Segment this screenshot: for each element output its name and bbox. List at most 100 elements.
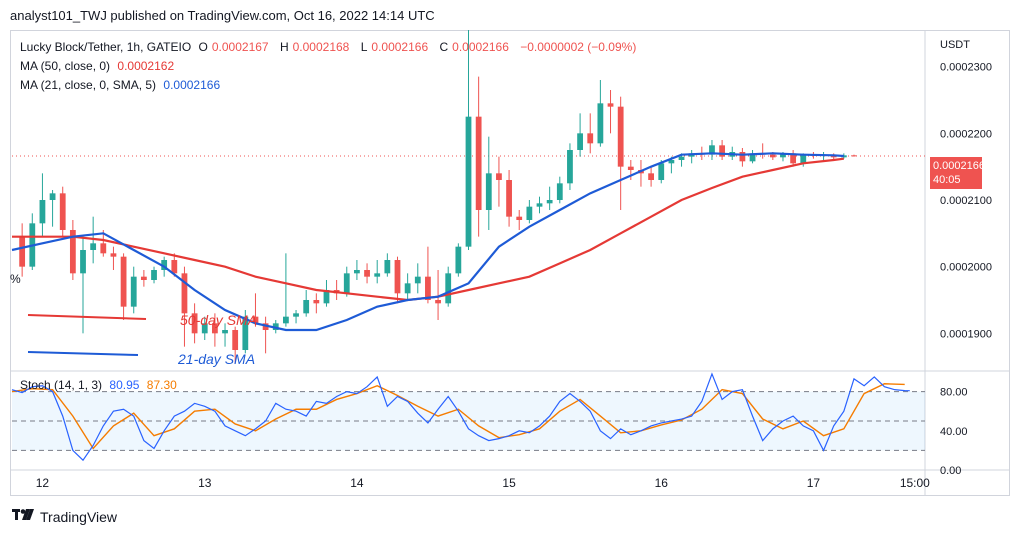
footer-brand-name: TradingView	[40, 508, 118, 525]
candle-body[interactable]	[222, 330, 228, 334]
candle-body[interactable]	[790, 153, 797, 164]
candle-body[interactable]	[414, 276, 421, 284]
candle-body[interactable]	[546, 200, 553, 204]
candle-body[interactable]	[556, 183, 563, 200]
candle-body[interactable]	[577, 133, 583, 150]
candle-body[interactable]	[323, 290, 330, 304]
candle-body[interactable]	[648, 173, 654, 180]
candle-body[interactable]	[80, 250, 86, 274]
candle-body[interactable]	[485, 173, 492, 210]
candle-body[interactable]	[374, 273, 381, 277]
candle-body[interactable]	[252, 316, 259, 324]
time-tick-label: 17	[807, 476, 821, 490]
candle-body[interactable]	[39, 200, 46, 224]
candle-body[interactable]	[851, 155, 857, 157]
candle-body[interactable]	[90, 243, 97, 250]
candle-body[interactable]	[49, 193, 56, 200]
candle-body[interactable]	[455, 246, 462, 274]
ma50-legend: MA (50, close, 0) 0.0002162	[20, 59, 178, 73]
candle-body[interactable]	[303, 300, 310, 314]
candle-body[interactable]	[232, 330, 239, 350]
candle-body[interactable]	[658, 163, 665, 180]
candle-body[interactable]	[120, 256, 127, 307]
candle-body[interactable]	[19, 236, 26, 267]
candle-body[interactable]	[749, 153, 756, 162]
candle-body[interactable]	[201, 323, 208, 334]
stoch-legend: Stoch (14, 1, 3) 80.95 87.30	[20, 378, 181, 392]
candle-body[interactable]	[354, 270, 360, 274]
candle-body[interactable]	[769, 154, 776, 158]
candle-body[interactable]	[800, 154, 807, 164]
candle-body[interactable]	[425, 276, 431, 300]
candle-body[interactable]	[840, 155, 847, 158]
price-tick-label: 0.0002300	[940, 62, 992, 74]
candle-body[interactable]	[100, 243, 107, 254]
candle-body[interactable]	[465, 116, 472, 247]
candle-body[interactable]	[516, 216, 523, 220]
candle-body[interactable]	[384, 260, 391, 274]
candle-body[interactable]	[293, 313, 299, 317]
symbol-legend: Lucky Block/Tether, 1h, GATEIO O 0.000216…	[20, 40, 640, 54]
candle-body[interactable]	[69, 230, 76, 274]
ohlc-c: C 0.0002166	[439, 40, 509, 54]
candle-body[interactable]	[181, 273, 188, 314]
candle-body[interactable]	[140, 276, 147, 280]
candle-body[interactable]	[110, 253, 117, 257]
publish-header: analyst101_TWJ published on TradingView.…	[10, 8, 435, 23]
candle-body[interactable]	[191, 313, 198, 334]
candle-body[interactable]	[151, 270, 157, 280]
stoch-tick-label: 0.00	[940, 465, 961, 477]
candle-body[interactable]	[242, 316, 249, 350]
candle-body[interactable]	[435, 300, 441, 304]
chart-frame	[10, 30, 1010, 496]
candle-body[interactable]	[627, 166, 634, 170]
candle-body[interactable]	[343, 273, 350, 294]
candle-body[interactable]	[607, 103, 614, 107]
ma50-label: MA (50, close, 0)	[20, 59, 111, 73]
last-price-value: 0.0002166	[933, 160, 985, 172]
candle-body[interactable]	[719, 145, 726, 157]
candle-body[interactable]	[678, 156, 685, 160]
tradingview-logo-icon	[12, 508, 34, 525]
candle-body[interactable]	[394, 260, 401, 294]
candle-body[interactable]	[709, 145, 715, 155]
candle-body[interactable]	[59, 193, 66, 230]
candle-body[interactable]	[739, 152, 746, 162]
candle-body[interactable]	[475, 116, 482, 210]
ma21-value: 0.0002166	[163, 78, 221, 92]
time-tick-label: 15	[502, 476, 516, 490]
candle-body[interactable]	[567, 150, 573, 184]
stoch-label: Stoch (14, 1, 3)	[20, 378, 103, 392]
time-tick-label: 14	[350, 476, 364, 490]
ohlc-h: H 0.0002168	[279, 40, 350, 54]
candle-body[interactable]	[211, 323, 218, 334]
candle-body[interactable]	[597, 103, 604, 144]
ma50-value: 0.0002162	[117, 59, 175, 73]
stoch-tick-label: 80.00	[940, 387, 968, 399]
candle-body[interactable]	[445, 273, 452, 304]
stoch-d-value: 87.30	[146, 378, 177, 392]
sma50-annotation: 50-day SMA	[180, 312, 257, 328]
candle-body[interactable]	[130, 276, 137, 307]
candle-body[interactable]	[171, 260, 178, 274]
percent-mark: %	[10, 272, 21, 286]
candle-body[interactable]	[780, 153, 786, 158]
candle-body[interactable]	[668, 160, 675, 164]
candle-body[interactable]	[536, 203, 543, 207]
candle-body[interactable]	[617, 106, 624, 167]
candle-body[interactable]	[587, 133, 594, 144]
last-price-tag: 0.0002166 40:05	[930, 157, 985, 189]
sma21-annotation: 21-day SMA	[177, 351, 255, 367]
time-tick-label: 15:00	[900, 476, 930, 490]
candle-body[interactable]	[404, 283, 411, 294]
candle-body[interactable]	[283, 316, 289, 324]
candle-body[interactable]	[313, 300, 320, 304]
candle-body[interactable]	[506, 180, 512, 217]
footer-brand[interactable]: TradingView	[12, 508, 117, 525]
time-tick-label: 12	[36, 476, 50, 490]
candle-body[interactable]	[364, 270, 370, 277]
candle-body[interactable]	[496, 173, 502, 180]
candle-body[interactable]	[526, 206, 533, 220]
candle-body[interactable]	[161, 260, 168, 270]
